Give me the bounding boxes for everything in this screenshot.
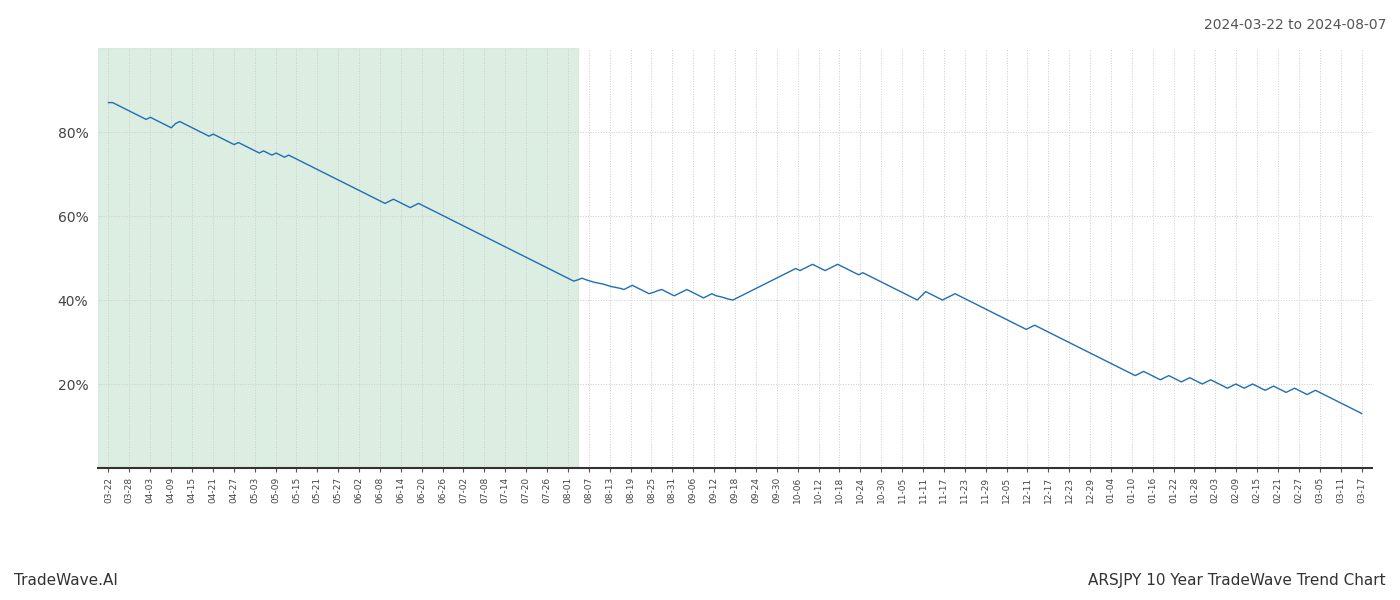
Text: 2024-03-22 to 2024-08-07: 2024-03-22 to 2024-08-07 <box>1204 18 1386 32</box>
Text: ARSJPY 10 Year TradeWave Trend Chart: ARSJPY 10 Year TradeWave Trend Chart <box>1088 573 1386 588</box>
Text: TradeWave.AI: TradeWave.AI <box>14 573 118 588</box>
Bar <box>98 48 578 468</box>
